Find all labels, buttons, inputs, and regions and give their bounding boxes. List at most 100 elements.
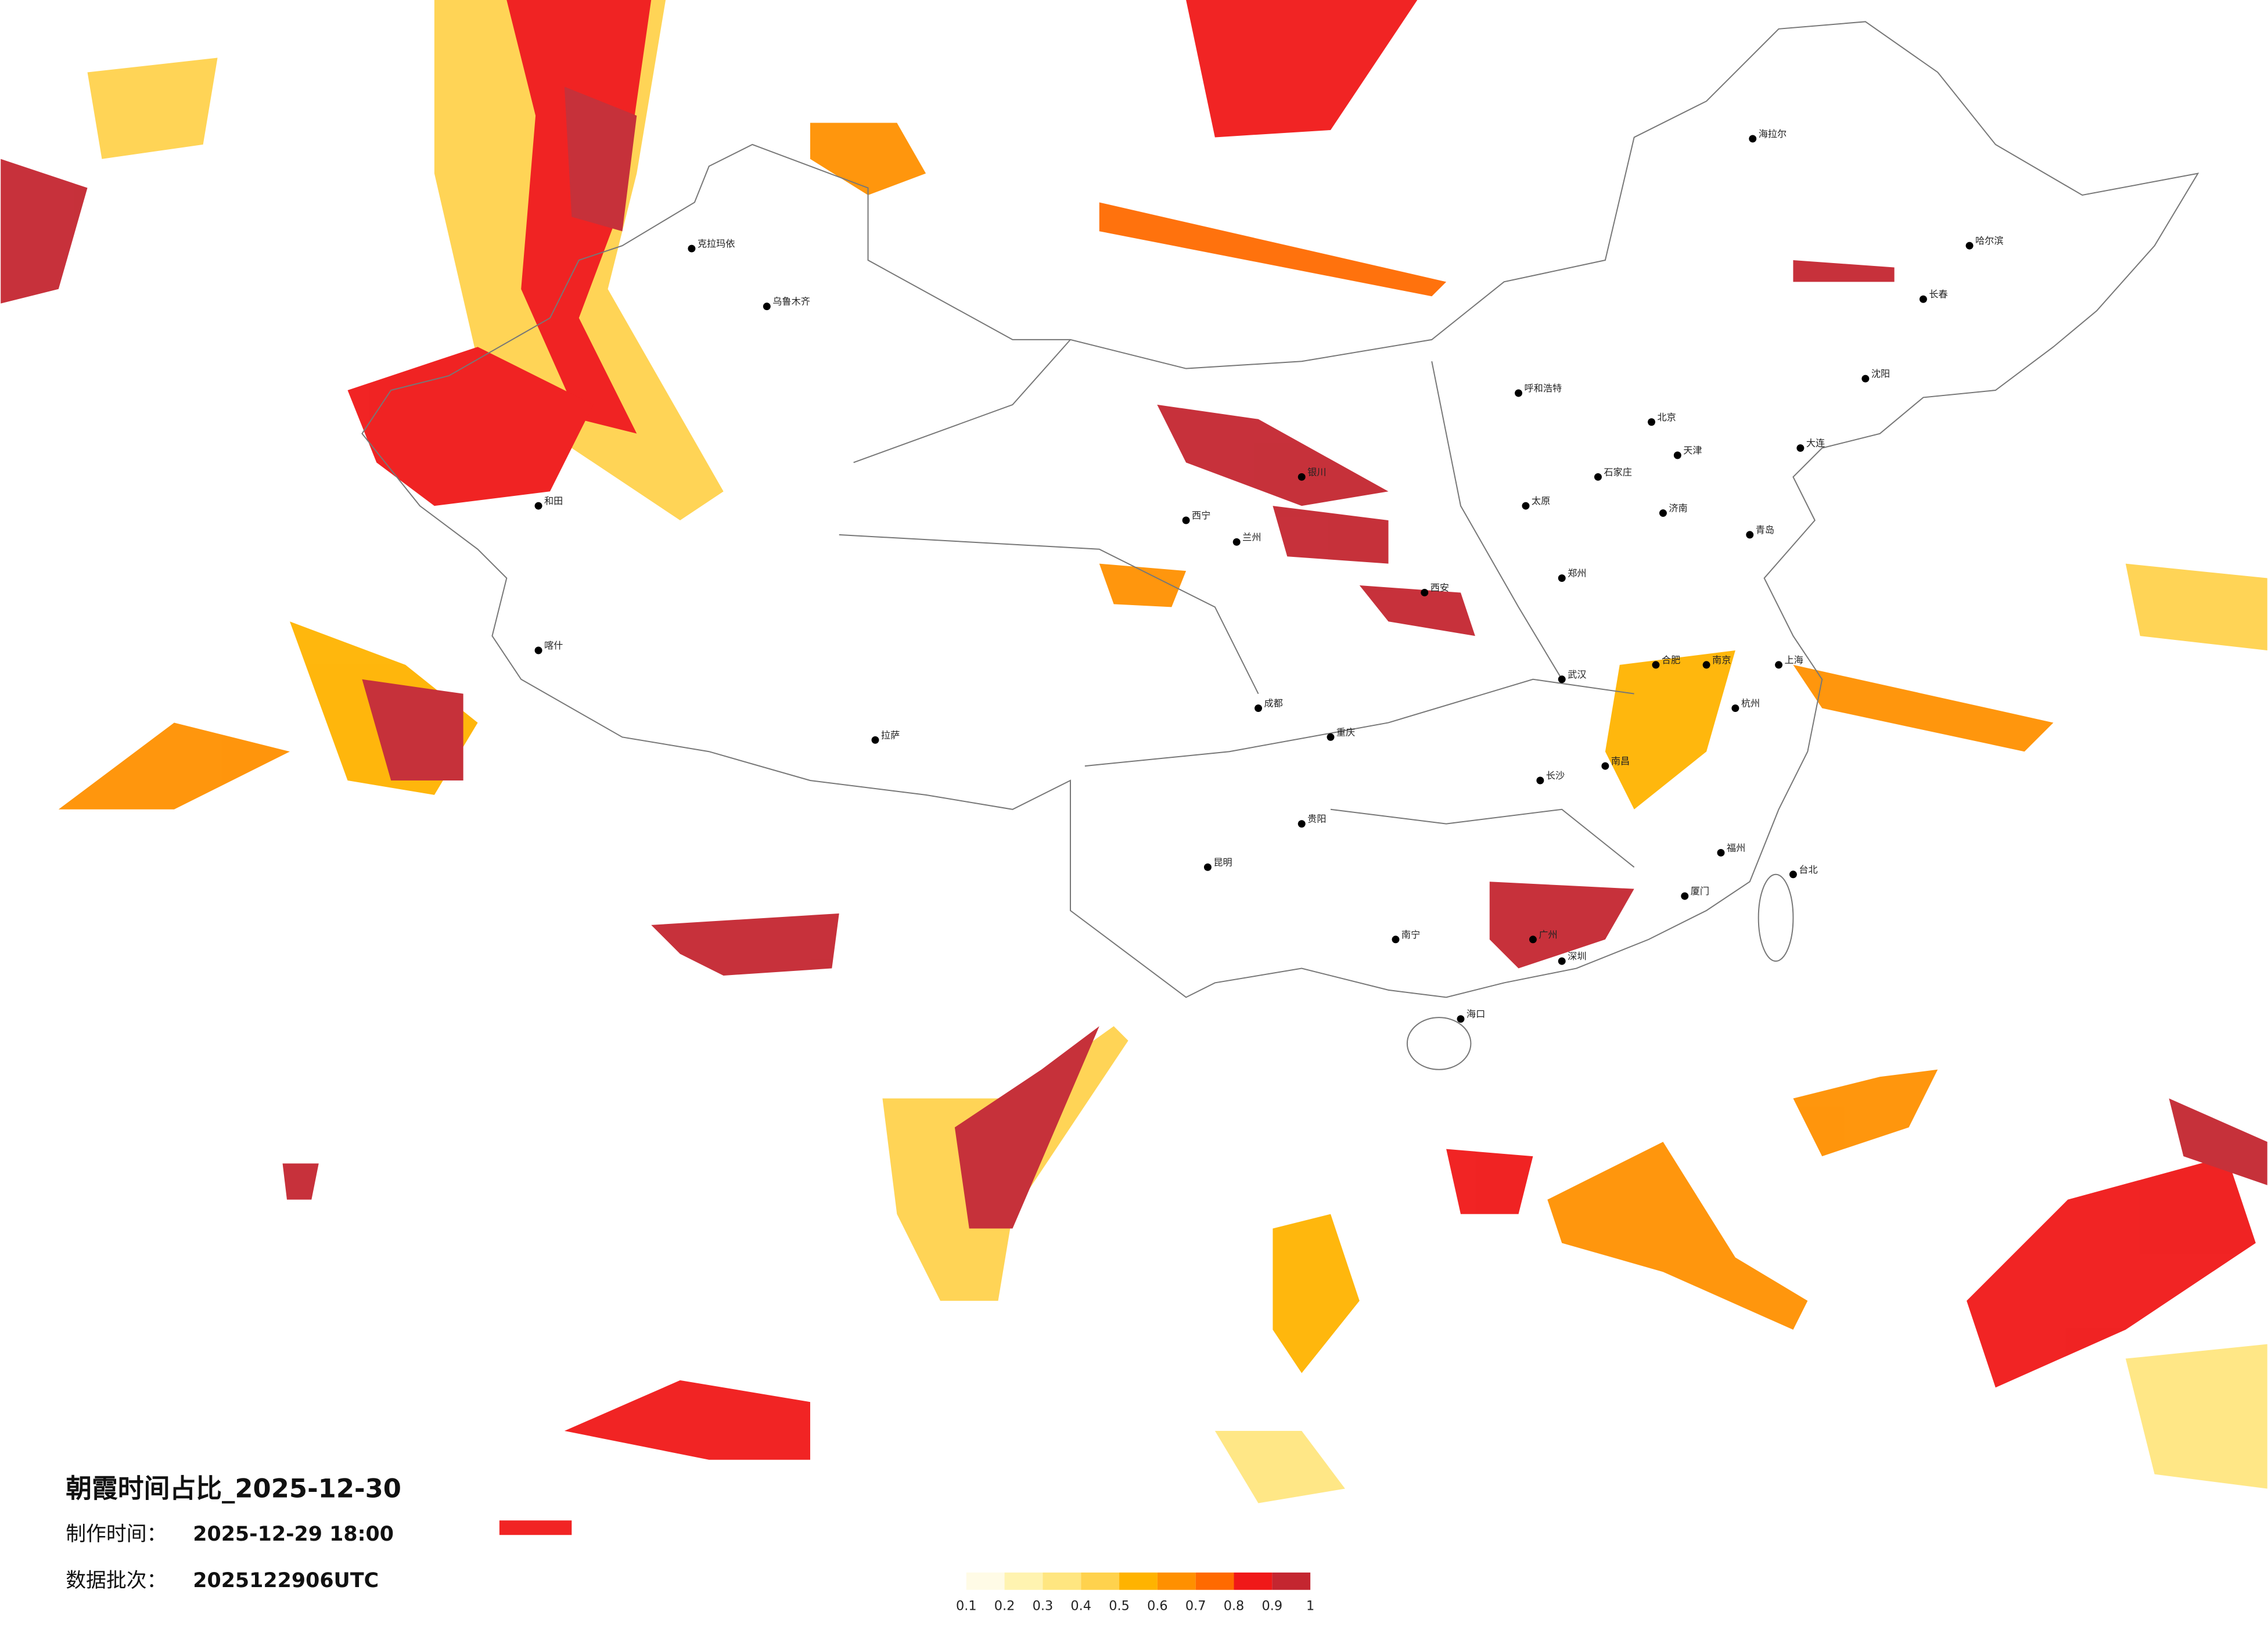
city-dot	[1421, 588, 1429, 596]
legend-tick-label: 0.5	[1109, 1599, 1130, 1614]
city-label: 喀什	[544, 640, 563, 651]
city-dot	[1232, 538, 1241, 546]
city-label: 厦门	[1691, 886, 1709, 897]
city-label: 银川	[1307, 466, 1326, 477]
city-dot	[1702, 661, 1710, 669]
city-label: 昆明	[1213, 857, 1232, 868]
city-label: 福州	[1727, 842, 1745, 853]
city-label: 海拉尔	[1759, 128, 1787, 139]
legend-tick-label: 0.4	[1070, 1599, 1091, 1614]
city-dot	[1536, 776, 1544, 785]
city-dot	[1297, 473, 1306, 481]
legend-swatch	[1157, 1572, 1196, 1590]
city-dot	[1182, 516, 1190, 524]
city-dot	[1392, 936, 1400, 944]
heat-layer	[1, 0, 2267, 1535]
city-dot	[1775, 661, 1783, 669]
city-dot	[1457, 1015, 1465, 1023]
map-title: 朝霞时间占比_2025-12-30	[66, 1473, 401, 1503]
china-outline	[361, 21, 2199, 1070]
city-dot	[1522, 502, 1530, 510]
city-dot	[763, 303, 771, 311]
city-label: 长春	[1929, 289, 1947, 300]
legend-tick-label: 1	[1306, 1599, 1314, 1614]
city-dot	[1796, 444, 1805, 452]
city-label: 青岛	[1756, 524, 1774, 535]
city-dot	[688, 244, 696, 253]
city-dot	[1717, 848, 1725, 857]
legend-swatch	[1081, 1572, 1120, 1590]
city-label: 成都	[1264, 698, 1283, 709]
made-time: 2025-12-29 18:00	[193, 1523, 394, 1546]
city-label: 北京	[1657, 412, 1676, 423]
city-dot	[1746, 531, 1754, 539]
city-label: 上海	[1785, 654, 1803, 665]
legend-swatch	[1272, 1572, 1311, 1590]
city-dot	[1652, 661, 1660, 669]
legend-tick-label: 0.1	[956, 1599, 977, 1614]
batch-label: 数据批次：	[66, 1569, 167, 1592]
batch: 2025122906UTC	[193, 1569, 379, 1592]
city-dot	[871, 736, 879, 744]
city-dot	[1558, 675, 1566, 684]
legend-tick-label: 0.2	[994, 1599, 1015, 1614]
city-label: 西安	[1430, 582, 1449, 593]
city-label: 杭州	[1741, 698, 1760, 709]
legend-swatch	[1043, 1572, 1081, 1590]
city-label: 海口	[1467, 1009, 1485, 1020]
made-label: 制作时间：	[66, 1523, 167, 1546]
city-dot	[1731, 704, 1739, 713]
city-dot	[1965, 242, 1974, 250]
city-label: 和田	[544, 495, 563, 506]
city-label: 南京	[1712, 654, 1731, 665]
city-dot	[1515, 389, 1523, 397]
city-label: 重庆	[1336, 726, 1355, 738]
city-dot	[1255, 704, 1263, 713]
legend: 0.1 0.2 0.3 0.4 0.5 0.6 0.7 0.8 0.9 1	[956, 1572, 1314, 1614]
legend-swatch	[1195, 1572, 1234, 1590]
city-label: 大连	[1806, 438, 1825, 449]
city-dot	[534, 646, 542, 654]
city-dot	[1327, 733, 1335, 741]
legend-swatch	[1004, 1572, 1043, 1590]
city-dot	[1659, 509, 1667, 517]
city-label: 广州	[1539, 929, 1557, 940]
city-label: 郑州	[1568, 568, 1586, 579]
legend-tick-label: 0.8	[1224, 1599, 1245, 1614]
legend-tick-label: 0.9	[1262, 1599, 1283, 1614]
city-label: 克拉玛依	[698, 238, 735, 249]
city-dot	[1594, 473, 1602, 481]
city-dot	[1558, 957, 1566, 965]
city-label: 深圳	[1568, 951, 1586, 962]
legend-tick-label: 0.3	[1033, 1599, 1054, 1614]
city-label: 天津	[1683, 445, 1702, 456]
legend-swatch	[966, 1572, 1005, 1590]
legend-tick-label: 0.6	[1147, 1599, 1168, 1614]
legend-swatch	[1119, 1572, 1158, 1590]
city-label: 南昌	[1611, 756, 1630, 767]
city-label: 呼和浩特	[1525, 383, 1562, 394]
city-label: 合肥	[1662, 654, 1680, 665]
city-dot	[1681, 892, 1689, 900]
city-dot	[1297, 820, 1306, 828]
city-label: 南宁	[1401, 929, 1420, 940]
city-label: 拉萨	[881, 729, 900, 740]
city-label: 太原	[1532, 495, 1550, 506]
city-dot	[1861, 375, 1870, 383]
city-label: 兰州	[1242, 531, 1261, 542]
legend-tick-label: 0.7	[1185, 1599, 1206, 1614]
city-dot	[1529, 936, 1537, 944]
city-label: 西宁	[1192, 510, 1210, 521]
city-label: 贵阳	[1307, 814, 1326, 825]
city-label: 长沙	[1546, 770, 1565, 781]
city-dot	[1601, 762, 1609, 770]
city-dot	[1648, 418, 1655, 426]
city-label: 沈阳	[1871, 368, 1890, 379]
city-label: 台北	[1799, 864, 1817, 875]
city-dot	[1203, 863, 1212, 871]
city-label: 石家庄	[1604, 466, 1631, 477]
city-dot	[1749, 135, 1757, 143]
